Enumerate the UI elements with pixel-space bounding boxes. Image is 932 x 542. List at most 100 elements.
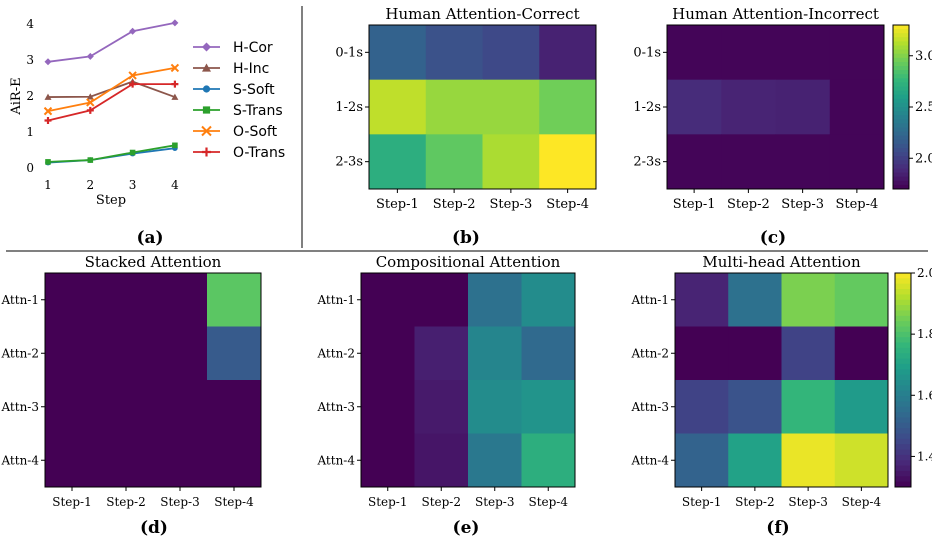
heatmap-cell [414, 433, 469, 488]
legend-label: S-Trans [233, 103, 283, 119]
colorbar-segment [893, 152, 909, 157]
heatmap-cell [781, 433, 836, 488]
colorbar-segment [895, 438, 911, 445]
heatmap-cell [153, 326, 208, 381]
colorbar-segment [893, 143, 909, 149]
x-tick-label: Step-1 [376, 197, 419, 212]
colorbar-segment [893, 70, 909, 75]
heatmap-cell [728, 433, 782, 488]
colorbar-segment [893, 127, 909, 133]
colorbar-segment [893, 148, 909, 153]
colorbar-segment [895, 433, 911, 440]
triangle-marker [202, 63, 211, 72]
colorbar-segment [895, 385, 911, 392]
heatmap-cell [361, 380, 415, 434]
heatmap-cell [153, 273, 208, 327]
heatmap-cell [99, 380, 154, 434]
colorbar-segment [893, 66, 909, 71]
y-tick-label: Attn-1 [630, 293, 669, 307]
colorbar-segment [895, 299, 911, 306]
colorbar-segment [895, 326, 911, 333]
colorbar-segment [895, 380, 911, 386]
colorbar-segment [895, 401, 911, 408]
heatmap-cell [468, 433, 522, 488]
heatmap-cell [425, 79, 483, 135]
heatmap-cell [775, 134, 831, 190]
plus-marker [129, 80, 137, 88]
x-marker [128, 71, 137, 80]
colorbar-segment [895, 476, 911, 483]
colorbar-segment [895, 353, 911, 360]
x-marker [43, 106, 53, 116]
y-tick-label: Attn-4 [630, 453, 669, 467]
heatmap-cell [521, 326, 576, 381]
x-axis-label: Step [96, 193, 126, 208]
colorbar-segment [893, 37, 909, 42]
heatmap-cell [414, 273, 469, 327]
heatmap-cell [468, 273, 522, 327]
heatmap-cell [361, 433, 415, 488]
colorbar-segment [895, 390, 911, 397]
heatmap-cell [667, 79, 722, 135]
colorbar-segment [893, 164, 909, 169]
heatmap-cell [721, 25, 776, 81]
colorbar-segment [893, 33, 909, 38]
colorbar-segment [893, 107, 909, 112]
colorbar-segment [895, 406, 911, 413]
heatmap-cell [361, 326, 415, 381]
diamond-marker [129, 27, 137, 35]
colorbar-segment [893, 156, 909, 161]
colorbar-segment [895, 444, 911, 451]
plus-marker [202, 147, 211, 157]
colorbar-segment [895, 422, 911, 429]
heatmap-cell [781, 326, 836, 381]
heatmap-cell [369, 25, 427, 81]
heatmap-cell [728, 380, 782, 434]
heatmap-cell [539, 25, 597, 81]
colorbar-segment [895, 278, 911, 285]
colorbar-segment [893, 49, 909, 55]
caption-f: (f) [766, 518, 789, 538]
x-tick-label: Step-2 [421, 495, 461, 509]
legend-label: H-Inc [233, 61, 269, 77]
colorbar-segment [893, 119, 909, 124]
colorbar-tick-label: 1.6 [917, 388, 932, 402]
colorbar-segment [895, 481, 911, 488]
legend-label: S-Soft [233, 82, 275, 98]
heatmap-cell [361, 273, 415, 327]
legend-label: O-Trans [233, 145, 285, 161]
heatmap-cell [834, 380, 889, 434]
colorbar-segment [895, 358, 911, 365]
heatmap-cell [207, 380, 262, 434]
square-marker [129, 149, 136, 156]
heatmap-cell [667, 25, 722, 81]
y-tick-label: 1-2s [633, 100, 661, 115]
colorbar-segment [895, 347, 911, 354]
colorbar-segment [895, 417, 911, 424]
y-tick-label: Attn-1 [316, 293, 355, 307]
colorbar-tick-label: 3.0 [915, 49, 932, 64]
colorbar-segment [895, 283, 911, 290]
colorbar-segment [895, 315, 911, 322]
colorbar-segment [895, 454, 911, 461]
heatmap-cell [425, 134, 483, 190]
square-marker [45, 159, 51, 165]
x-tick-label: Step-3 [489, 197, 532, 212]
diamond-marker [86, 52, 94, 60]
diamond-marker [171, 19, 179, 27]
heatmap-cell [834, 273, 889, 327]
x-tick-label: Step-3 [788, 495, 828, 509]
heatmap-cell [781, 380, 836, 434]
colorbar-segment [895, 470, 911, 477]
colorbar-segment [893, 45, 909, 51]
triangle-marker [171, 93, 179, 100]
x-tick-label: Step-3 [475, 495, 515, 509]
triangle-marker [86, 93, 94, 100]
colorbar-segment [895, 310, 911, 317]
heatmap-cell [468, 380, 522, 434]
colorbar-segment [895, 428, 911, 434]
colorbar-segment [893, 78, 909, 83]
x-marker [201, 125, 212, 137]
